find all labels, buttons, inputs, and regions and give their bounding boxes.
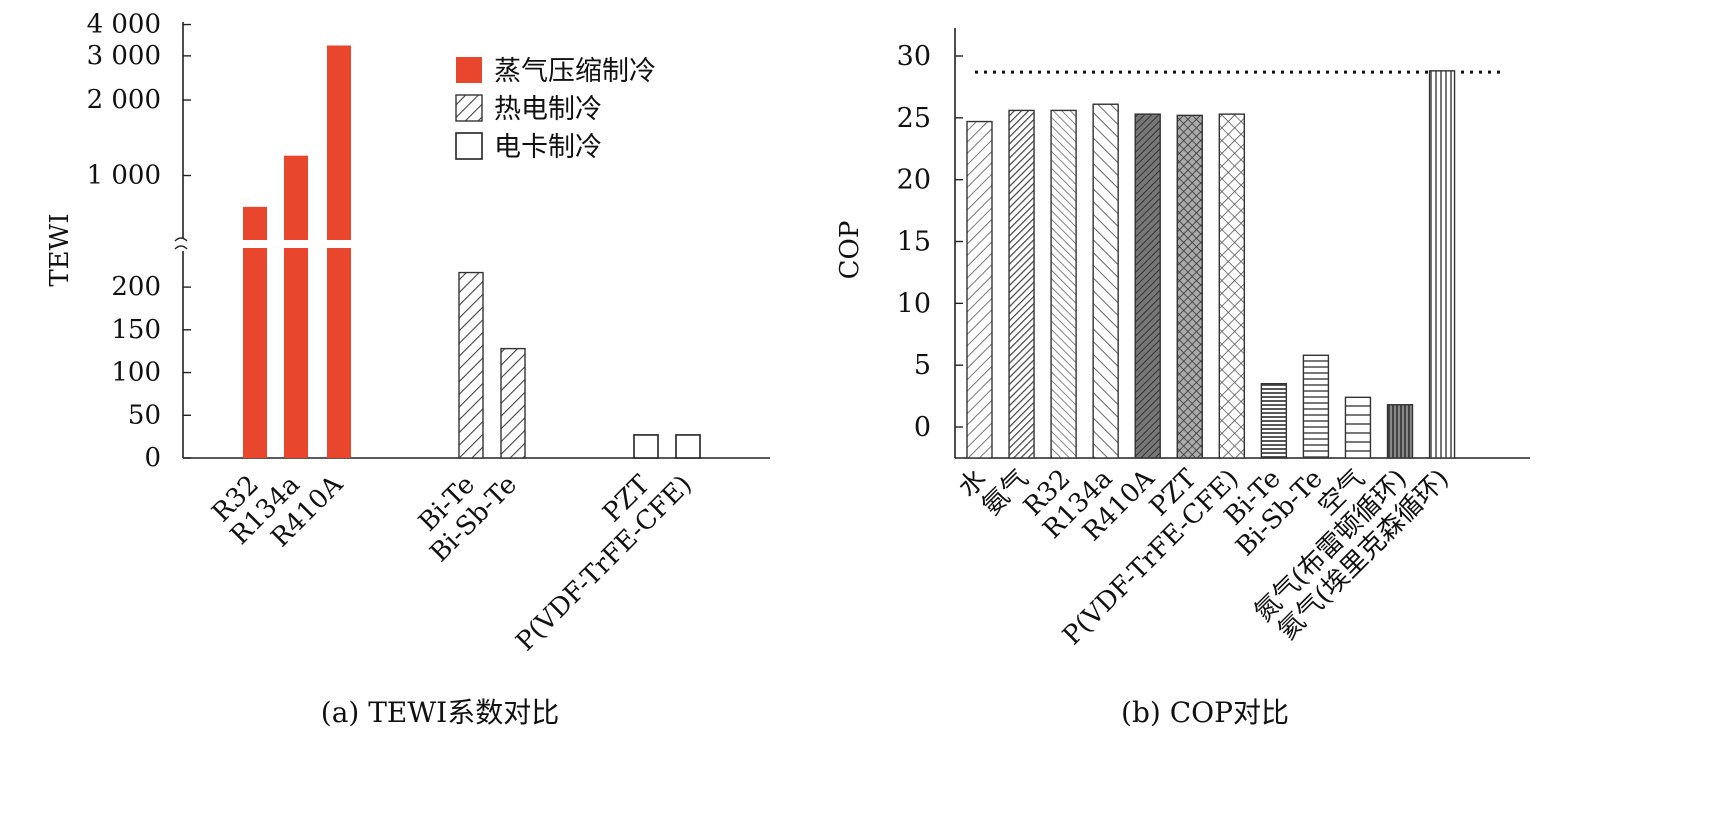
cop-chart: 051015202530COP水氨气R32R134aR410APZTP(VDF-… xyxy=(835,28,1530,729)
y-tick-label: 0 xyxy=(144,443,161,473)
y-tick-label: 200 xyxy=(111,272,161,302)
bar-r32-upper xyxy=(243,206,267,240)
y-tick-label: 2 000 xyxy=(87,85,161,115)
bar-cat-11 xyxy=(1428,70,1456,459)
axis-break-mark xyxy=(174,237,188,250)
bar-cat-10 xyxy=(1386,404,1414,459)
bar-r410a-upper xyxy=(327,45,351,241)
y-tick-label: 20 xyxy=(897,165,931,196)
legend-label: 电卡制冷 xyxy=(494,132,602,163)
bar-r134a-lower xyxy=(284,248,308,458)
legend-swatch xyxy=(455,132,483,160)
y-tick-label: 1 000 xyxy=(87,161,161,191)
bar-bi-te xyxy=(458,271,484,459)
y-tick-label: 100 xyxy=(111,358,161,388)
bar-r32 xyxy=(1050,109,1077,459)
y-tick-label: 0 xyxy=(914,412,931,443)
y-tick-label: 5 xyxy=(914,350,931,381)
y-tick-label: 10 xyxy=(897,288,931,319)
bar-bi-te xyxy=(1260,383,1288,459)
bar-bi-sb-te xyxy=(1302,354,1330,459)
y-tick-label: 3 000 xyxy=(87,41,161,71)
bar-r32-lower xyxy=(243,248,267,458)
bar-r410a xyxy=(1134,113,1161,459)
y-tick-label: 50 xyxy=(128,400,161,430)
bar-cat-0 xyxy=(966,120,993,459)
bar-cat-1 xyxy=(1008,109,1035,459)
legend-swatch xyxy=(456,57,482,83)
bar-cat-9 xyxy=(1344,396,1372,459)
y-axis-label: TEWI xyxy=(45,213,75,286)
caption: (a) TEWI系数对比 xyxy=(321,696,559,729)
caption: (b) COP对比 xyxy=(1121,696,1289,729)
bar-bi-sb-te xyxy=(500,347,526,459)
y-tick-label: 15 xyxy=(897,227,931,258)
legend-label: 热电制冷 xyxy=(494,94,602,125)
legend-swatch xyxy=(455,94,483,122)
bar-pzt xyxy=(633,434,659,459)
bar-pzt xyxy=(1176,114,1203,459)
bar-r134a-upper xyxy=(284,155,308,240)
bar-r410a-lower xyxy=(327,248,351,458)
y-tick-label: 30 xyxy=(897,41,931,72)
bar-r134a xyxy=(1092,103,1119,459)
legend-label: 蒸气压缩制冷 xyxy=(494,56,656,87)
y-axis-label: COP xyxy=(835,221,865,280)
x-tick-label: P(VDF-TrFE-CFE) xyxy=(510,470,697,657)
y-tick-label: 150 xyxy=(111,315,161,345)
y-tick-label: 4 000 xyxy=(87,10,161,40)
bar-p-vdf-trfe-cfe xyxy=(1218,113,1246,459)
bar-p-vdf-trfe-cfe xyxy=(675,434,701,459)
y-tick-label: 25 xyxy=(897,103,931,134)
